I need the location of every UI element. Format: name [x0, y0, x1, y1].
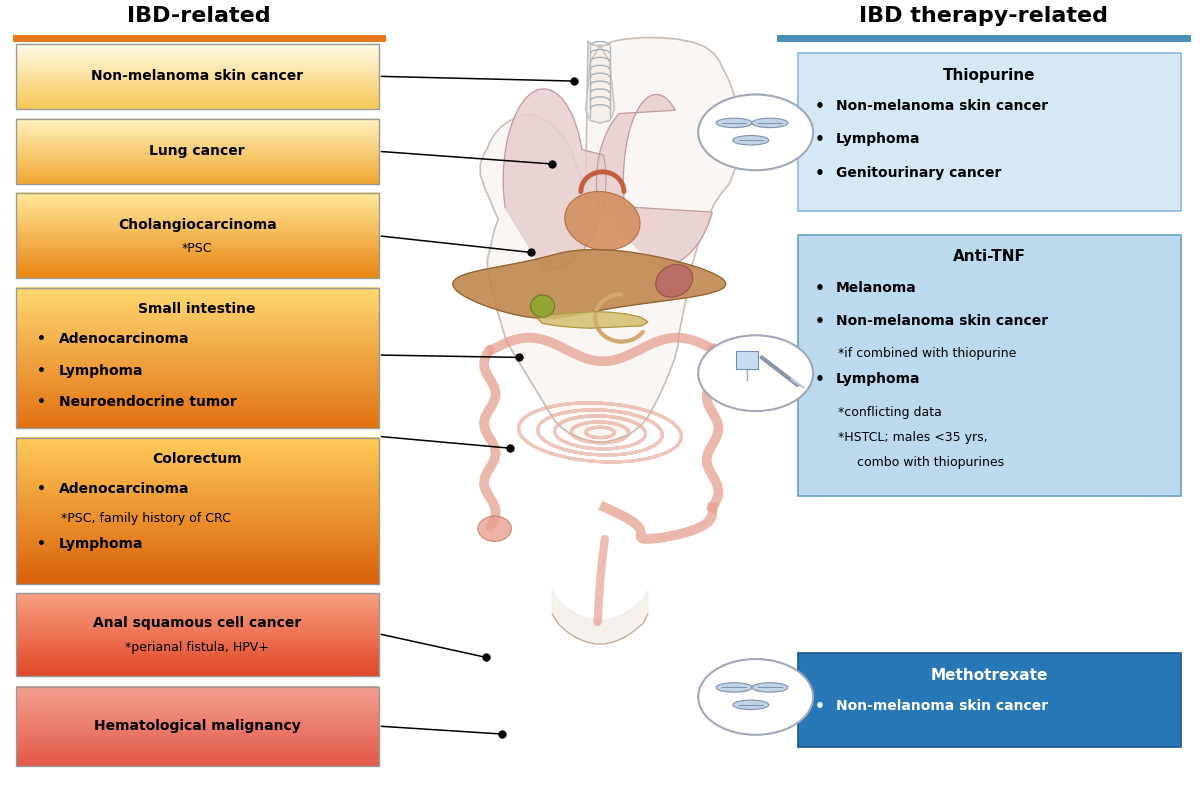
- Text: Adenocarcinoma: Adenocarcinoma: [59, 332, 190, 346]
- Text: Lymphoma: Lymphoma: [836, 372, 920, 387]
- Bar: [16, 288, 378, 429]
- Text: Anal squamous cell cancer: Anal squamous cell cancer: [94, 617, 301, 630]
- Text: Neuroendocrine tumor: Neuroendocrine tumor: [59, 395, 236, 410]
- Text: •: •: [815, 132, 824, 147]
- Text: *perianal fistula, HPV+: *perianal fistula, HPV+: [125, 641, 269, 654]
- Text: •: •: [37, 363, 46, 378]
- Bar: [16, 193, 378, 278]
- Text: •: •: [37, 332, 46, 346]
- Polygon shape: [538, 312, 648, 328]
- Text: •: •: [815, 99, 824, 114]
- Text: *if combined with thiopurine: *if combined with thiopurine: [839, 347, 1016, 360]
- Text: *PSC, family history of CRC: *PSC, family history of CRC: [61, 512, 232, 525]
- Bar: [16, 44, 378, 108]
- Text: Non-melanoma skin cancer: Non-melanoma skin cancer: [91, 69, 304, 84]
- Text: Genitourinary cancer: Genitourinary cancer: [836, 166, 1001, 179]
- Text: •: •: [37, 482, 46, 497]
- Text: Thiopurine: Thiopurine: [943, 68, 1036, 83]
- Polygon shape: [480, 37, 742, 442]
- Text: Lymphoma: Lymphoma: [59, 363, 143, 378]
- Ellipse shape: [530, 295, 554, 317]
- Bar: [16, 119, 378, 183]
- Text: Non-melanoma skin cancer: Non-melanoma skin cancer: [836, 99, 1048, 113]
- Text: •: •: [815, 314, 824, 329]
- Text: Methotrexate: Methotrexate: [930, 668, 1048, 683]
- Text: •: •: [815, 166, 824, 181]
- Text: Melanoma: Melanoma: [836, 281, 917, 295]
- Text: •: •: [815, 281, 824, 296]
- Bar: [16, 438, 378, 584]
- Ellipse shape: [565, 191, 640, 250]
- Bar: [16, 594, 378, 676]
- Text: Lymphoma: Lymphoma: [836, 132, 920, 147]
- Polygon shape: [552, 591, 648, 644]
- Text: Small intestine: Small intestine: [138, 302, 256, 316]
- Text: •: •: [815, 372, 824, 387]
- Text: *HSTCL; males <35 yrs,: *HSTCL; males <35 yrs,: [839, 431, 988, 444]
- Text: Lymphoma: Lymphoma: [59, 537, 143, 552]
- Text: Non-melanoma skin cancer: Non-melanoma skin cancer: [836, 699, 1048, 713]
- Text: Cholangiocarcinoma: Cholangiocarcinoma: [118, 218, 276, 232]
- Text: *PSC: *PSC: [182, 242, 212, 255]
- Bar: [798, 235, 1181, 496]
- Text: IBD therapy-related: IBD therapy-related: [859, 6, 1108, 26]
- Text: •: •: [37, 537, 46, 552]
- Circle shape: [698, 336, 814, 411]
- Text: •: •: [37, 395, 46, 410]
- Bar: [798, 53, 1181, 211]
- Text: Adenocarcinoma: Adenocarcinoma: [59, 482, 190, 497]
- Ellipse shape: [733, 700, 769, 709]
- Text: *conflicting data: *conflicting data: [839, 406, 942, 418]
- Text: Lung cancer: Lung cancer: [149, 144, 245, 159]
- Circle shape: [698, 659, 814, 735]
- Ellipse shape: [478, 516, 511, 541]
- Text: •: •: [815, 699, 824, 714]
- Ellipse shape: [752, 683, 788, 692]
- Circle shape: [698, 95, 814, 171]
- Ellipse shape: [716, 683, 752, 692]
- Ellipse shape: [752, 118, 788, 128]
- Bar: [16, 687, 378, 766]
- Text: Hematological malignancy: Hematological malignancy: [94, 719, 300, 733]
- Polygon shape: [503, 89, 606, 270]
- Ellipse shape: [655, 265, 692, 297]
- Text: IBD-related: IBD-related: [127, 6, 271, 26]
- Text: Anti-TNF: Anti-TNF: [953, 249, 1026, 265]
- Polygon shape: [452, 249, 726, 318]
- Ellipse shape: [716, 118, 752, 128]
- Bar: [798, 654, 1181, 747]
- Polygon shape: [586, 45, 614, 123]
- Ellipse shape: [733, 135, 769, 145]
- Text: Non-melanoma skin cancer: Non-melanoma skin cancer: [836, 314, 1048, 328]
- Text: combo with thiopurines: combo with thiopurines: [858, 456, 1004, 469]
- Text: Colorectum: Colorectum: [152, 452, 242, 466]
- Polygon shape: [596, 95, 713, 268]
